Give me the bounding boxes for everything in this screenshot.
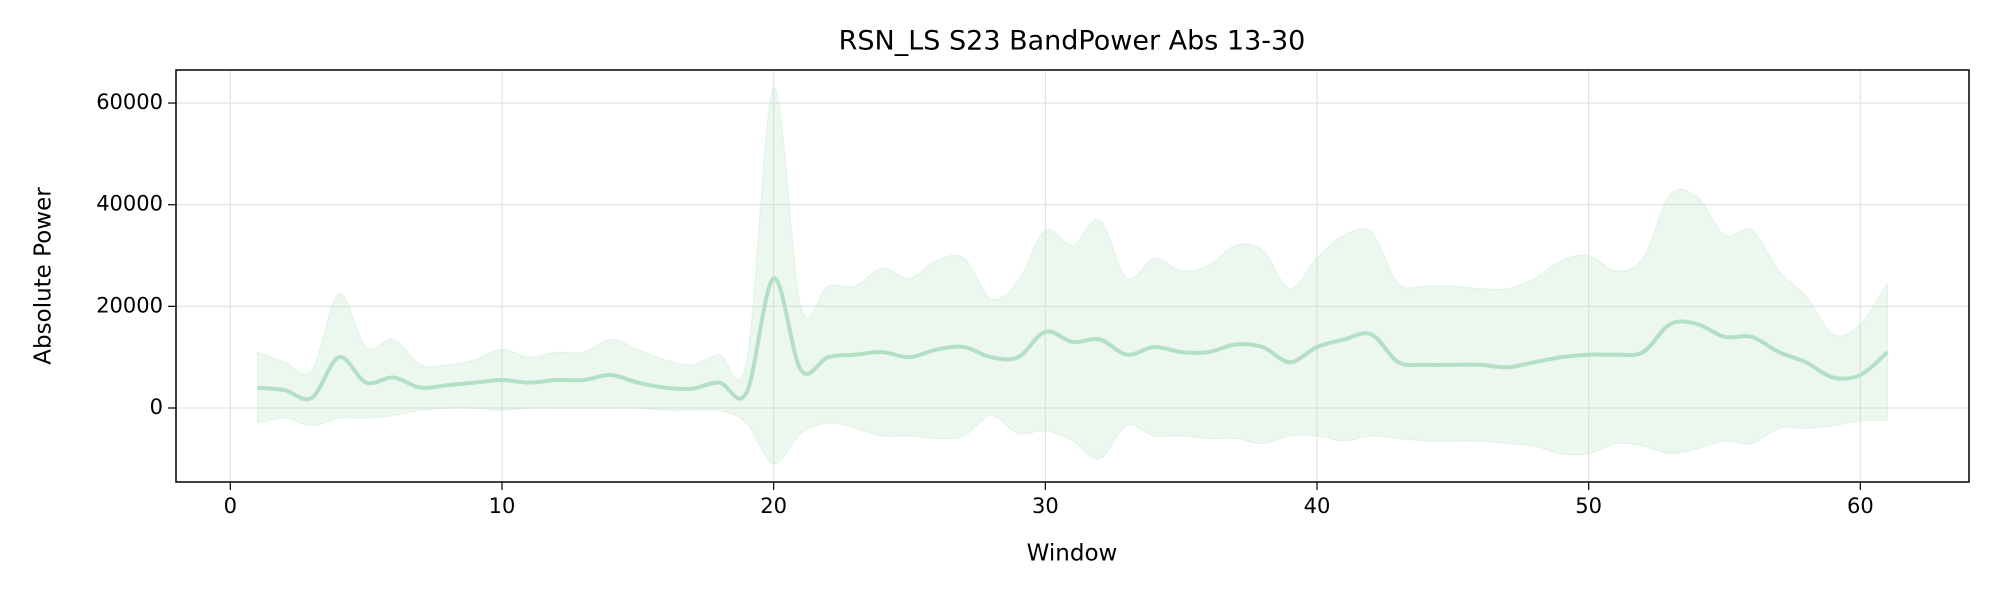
x-tick-label: 60 [1847,494,1874,518]
x-tick-label: 50 [1575,494,1602,518]
y-axis-label: Absolute Power [31,187,57,365]
x-axis-label: Window [1027,541,1118,567]
x-tick-label: 0 [224,494,237,518]
mean-line [257,276,1889,402]
y-tick-label: 40000 [96,192,163,216]
x-tick-label: 20 [760,494,787,518]
grid [176,70,1969,482]
y-tick-label: 0 [150,395,163,419]
x-tick-label: 40 [1304,494,1331,518]
x-tick-label: 30 [1032,494,1059,518]
y-tick-label: 60000 [96,90,163,114]
plot-frame [175,69,1970,483]
chart-title: RSN_LS S23 BandPower Abs 13-30 [839,26,1306,57]
x-tick-label: 10 [489,494,516,518]
error-band [257,87,1888,465]
y-tick-label: 20000 [96,293,163,317]
